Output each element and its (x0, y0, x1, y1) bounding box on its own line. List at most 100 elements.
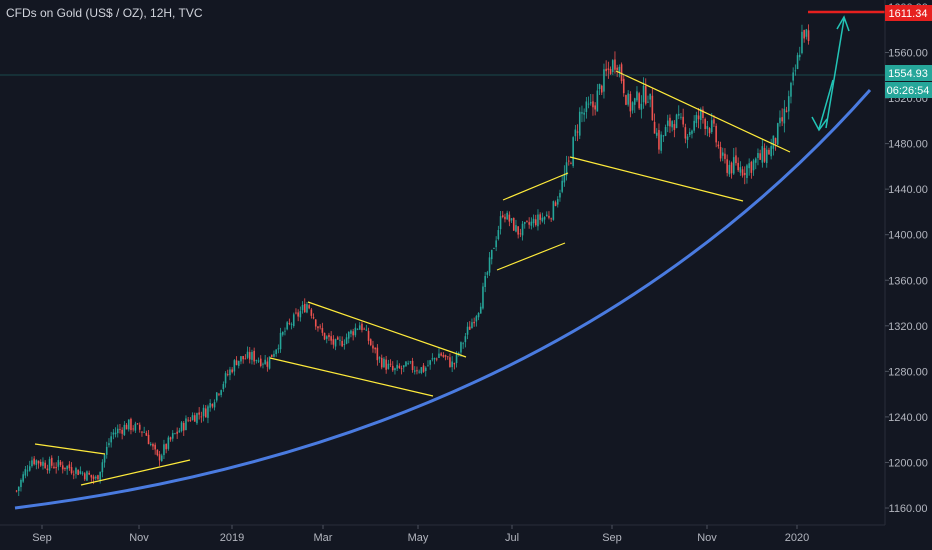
trendline[interactable] (80, 459, 191, 486)
candle-body (396, 364, 398, 369)
trendline[interactable] (34, 443, 106, 455)
parabolic-support-curve[interactable] (14, 89, 872, 510)
candle (176, 427, 178, 439)
candle (609, 66, 612, 75)
candle-body (288, 323, 291, 324)
candle-body (598, 84, 601, 90)
x-axis-tick-label: Nov (129, 532, 149, 544)
candle (358, 322, 361, 330)
candle (552, 200, 555, 221)
down-arrow[interactable] (818, 79, 834, 130)
candle (488, 252, 491, 276)
candle (105, 441, 108, 459)
candle (75, 466, 77, 479)
candle-body (429, 360, 431, 365)
candle-body (699, 108, 702, 121)
chart-title: CFDs on Gold (US$ / OZ), 12H, TVC (6, 6, 203, 20)
candle (743, 166, 746, 185)
candle-body (380, 357, 383, 368)
trendline[interactable] (307, 301, 467, 358)
candle (416, 366, 418, 375)
candle-body (440, 353, 442, 356)
candle (215, 392, 218, 403)
candle (669, 114, 671, 133)
candle-body (200, 416, 203, 418)
candle-body (574, 129, 577, 137)
candle (405, 360, 407, 367)
x-axis[interactable]: Sep Nov 2019 Mar May Jul Sep Nov 2020 (32, 525, 809, 544)
candle-body (147, 434, 150, 445)
candle (182, 421, 185, 436)
candle-body (770, 146, 772, 157)
candle (563, 165, 566, 187)
candle (218, 393, 220, 397)
candle-body (31, 460, 33, 467)
candle-body (420, 367, 423, 374)
candle (286, 320, 288, 331)
trendline[interactable] (569, 156, 744, 202)
candle-body (649, 93, 651, 100)
candle (515, 219, 517, 233)
trendline[interactable] (496, 242, 566, 271)
candle (42, 457, 44, 470)
candle (290, 322, 293, 330)
trendline[interactable] (615, 70, 791, 153)
candle (556, 196, 559, 208)
candle-body (53, 466, 55, 469)
candle-body (262, 363, 264, 365)
candle-body (457, 352, 460, 355)
candle-body (774, 138, 777, 144)
candle (363, 327, 365, 330)
candle-body (116, 428, 119, 434)
candle-body (114, 432, 117, 435)
current-price-label-bg (885, 65, 932, 81)
candle (798, 46, 801, 61)
candle-body (55, 467, 57, 469)
candle (807, 24, 810, 45)
candle-body (541, 217, 544, 222)
candle-body (138, 424, 141, 430)
candle-body (383, 358, 385, 368)
candle (653, 113, 656, 134)
candle-body (488, 257, 491, 273)
candle-body (776, 123, 779, 145)
candle (88, 470, 90, 476)
candle-body (618, 66, 621, 73)
candle (391, 361, 394, 372)
candle-body (614, 59, 616, 70)
candle-body (303, 303, 306, 313)
trendline[interactable] (502, 172, 569, 201)
candle (20, 478, 22, 492)
candle-body (22, 474, 24, 482)
candle (242, 355, 244, 364)
candle-body (215, 392, 218, 401)
candle (198, 407, 200, 420)
candle-body (583, 112, 585, 115)
candle (686, 134, 689, 149)
candle (64, 467, 66, 472)
candle-body (783, 108, 786, 124)
up-arrow[interactable] (825, 18, 845, 129)
y-axis[interactable]: 1160.00 1200.00 1240.00 1280.00 1320.00 1360.… (885, 2, 928, 515)
candle-body (462, 343, 464, 345)
candle-body (253, 350, 255, 362)
candle (567, 156, 570, 166)
candle-body (59, 461, 62, 465)
candle-body (570, 163, 572, 165)
candle (554, 200, 557, 207)
y-axis-tick-label: 1360.00 (888, 275, 928, 287)
candle-body (103, 454, 106, 463)
candle (229, 366, 231, 381)
candle (246, 346, 249, 360)
candle-body (759, 153, 761, 160)
candle (44, 460, 46, 469)
candle-body (334, 339, 337, 347)
trendline[interactable] (269, 357, 434, 397)
candle-body (361, 323, 363, 331)
candle-body (66, 465, 68, 470)
candle (803, 29, 805, 43)
countdown-label-text: 06:26:54 (887, 85, 930, 97)
candle-body (132, 428, 134, 430)
candle (169, 436, 172, 442)
